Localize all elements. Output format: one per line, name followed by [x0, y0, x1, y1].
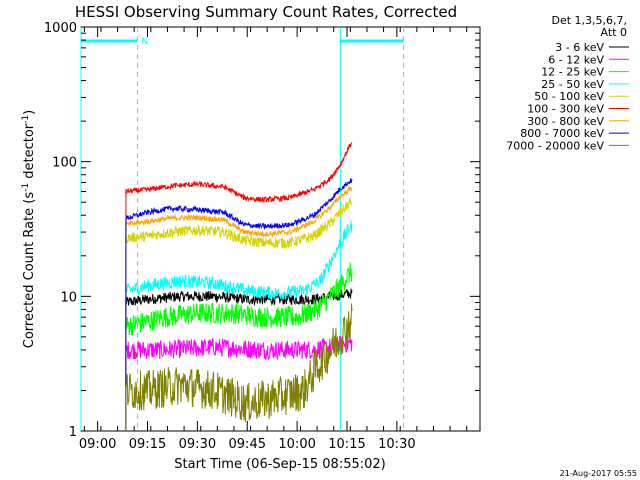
legend-entry-label: 7000 - 20000 keV — [506, 139, 604, 152]
legend-entry-label: 100 - 300 keV — [527, 103, 604, 116]
x-tick-label: 09:45 — [229, 437, 266, 452]
legend-entry-label: 6 - 12 keV — [548, 53, 604, 66]
legend-entry-label: 25 - 50 keV — [541, 78, 604, 91]
legend-header: Att 0 — [601, 26, 627, 39]
legend-header: Det 1,3,5,6,7, — [551, 14, 627, 27]
x-axis-label: Start Time (06-Sep-15 08:55:02) — [174, 457, 385, 472]
legend-entry-label: 50 - 100 keV — [534, 90, 604, 103]
x-axis-ticks: 09:00 09:15 09:30 09:45 10:00 10:15 10:30 — [79, 27, 468, 452]
series-line — [125, 198, 353, 431]
series-line — [125, 262, 353, 431]
series-line — [125, 303, 353, 431]
series-line — [125, 142, 353, 431]
y-tick-label: 1000 — [44, 21, 77, 36]
series-line — [125, 288, 353, 431]
legend-entry-label: 300 - 800 keV — [527, 115, 604, 128]
series-line — [125, 186, 353, 431]
y-tick-label: 100 — [52, 156, 77, 171]
x-tick-label: 10:15 — [328, 437, 365, 452]
y-tick-label: 10 — [60, 290, 77, 305]
x-tick-label: 09:00 — [79, 437, 116, 452]
series-line — [125, 178, 353, 431]
legend-entry-label: 800 - 7000 keV — [520, 127, 604, 140]
night-label: N — [142, 37, 149, 47]
series-line — [125, 220, 353, 431]
legend-entry-label: 3 - 6 keV — [555, 41, 604, 54]
y-axis-ticks: 1 10 100 1000 — [44, 21, 480, 440]
legend-entry-label: 12 - 25 keV — [541, 66, 604, 79]
x-tick-label: 09:15 — [129, 437, 166, 452]
x-tick-label: 10:30 — [378, 437, 415, 452]
x-tick-label: 09:30 — [179, 437, 216, 452]
series-lines — [125, 142, 353, 431]
y-tick-label: 1 — [69, 425, 77, 440]
y-axis-label: Corrected Count Rate (s-1 detector-1) — [21, 110, 37, 348]
timestamp: 21-Aug-2017 05:55 — [560, 469, 637, 478]
x-tick-label: 10:00 — [278, 437, 315, 452]
chart-title: HESSI Observing Summary Count Rates, Cor… — [75, 3, 457, 21]
night-markers: N — [80, 27, 405, 431]
